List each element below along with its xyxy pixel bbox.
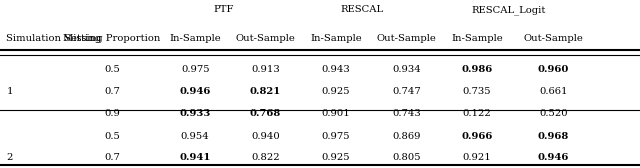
Text: Out-Sample: Out-Sample bbox=[236, 34, 296, 43]
Text: 0.5: 0.5 bbox=[104, 132, 120, 141]
Text: 0.940: 0.940 bbox=[252, 132, 280, 141]
Text: PTF: PTF bbox=[214, 5, 234, 14]
Text: 0.921: 0.921 bbox=[463, 153, 491, 162]
Text: 0.822: 0.822 bbox=[252, 153, 280, 162]
Text: 0.743: 0.743 bbox=[392, 109, 420, 118]
Text: 0.9: 0.9 bbox=[104, 109, 120, 118]
Text: 0.925: 0.925 bbox=[322, 87, 350, 96]
Text: RESCAL: RESCAL bbox=[340, 5, 383, 14]
Text: 0.960: 0.960 bbox=[538, 65, 570, 74]
Text: Out-Sample: Out-Sample bbox=[376, 34, 436, 43]
Text: 0.7: 0.7 bbox=[104, 153, 120, 162]
Text: 0.821: 0.821 bbox=[250, 87, 281, 96]
Text: 0.7: 0.7 bbox=[104, 87, 120, 96]
Text: 0.913: 0.913 bbox=[252, 65, 280, 74]
Text: 0.943: 0.943 bbox=[322, 65, 350, 74]
Text: Missing Proportion: Missing Proportion bbox=[63, 34, 161, 43]
Text: In-Sample: In-Sample bbox=[170, 34, 221, 43]
Text: 0.122: 0.122 bbox=[463, 109, 491, 118]
Text: 0.901: 0.901 bbox=[322, 109, 350, 118]
Text: 0.941: 0.941 bbox=[179, 153, 211, 162]
Text: 0.975: 0.975 bbox=[322, 132, 350, 141]
Text: 0.805: 0.805 bbox=[392, 153, 420, 162]
Text: 0.933: 0.933 bbox=[179, 109, 211, 118]
Text: 0.5: 0.5 bbox=[104, 65, 120, 74]
Text: 0.735: 0.735 bbox=[463, 87, 491, 96]
Text: In-Sample: In-Sample bbox=[310, 34, 362, 43]
Text: 0.946: 0.946 bbox=[179, 87, 211, 96]
Text: 0.925: 0.925 bbox=[322, 153, 350, 162]
Text: 0.934: 0.934 bbox=[392, 65, 420, 74]
Text: 1: 1 bbox=[6, 87, 13, 96]
Text: 0.869: 0.869 bbox=[392, 132, 420, 141]
Text: RESCAL_Logit: RESCAL_Logit bbox=[472, 5, 546, 15]
Text: 0.946: 0.946 bbox=[538, 153, 570, 162]
Text: 0.520: 0.520 bbox=[540, 109, 568, 118]
Text: 0.968: 0.968 bbox=[538, 132, 569, 141]
Text: 0.661: 0.661 bbox=[540, 87, 568, 96]
Text: Out-Sample: Out-Sample bbox=[524, 34, 584, 43]
Text: In-Sample: In-Sample bbox=[451, 34, 502, 43]
Text: 2: 2 bbox=[6, 153, 13, 162]
Text: 0.966: 0.966 bbox=[461, 132, 493, 141]
Text: 0.768: 0.768 bbox=[250, 109, 281, 118]
Text: 0.975: 0.975 bbox=[181, 65, 209, 74]
Text: 0.747: 0.747 bbox=[392, 87, 420, 96]
Text: 0.986: 0.986 bbox=[461, 65, 492, 74]
Text: 0.954: 0.954 bbox=[181, 132, 209, 141]
Text: Simulation Setting: Simulation Setting bbox=[6, 34, 102, 43]
